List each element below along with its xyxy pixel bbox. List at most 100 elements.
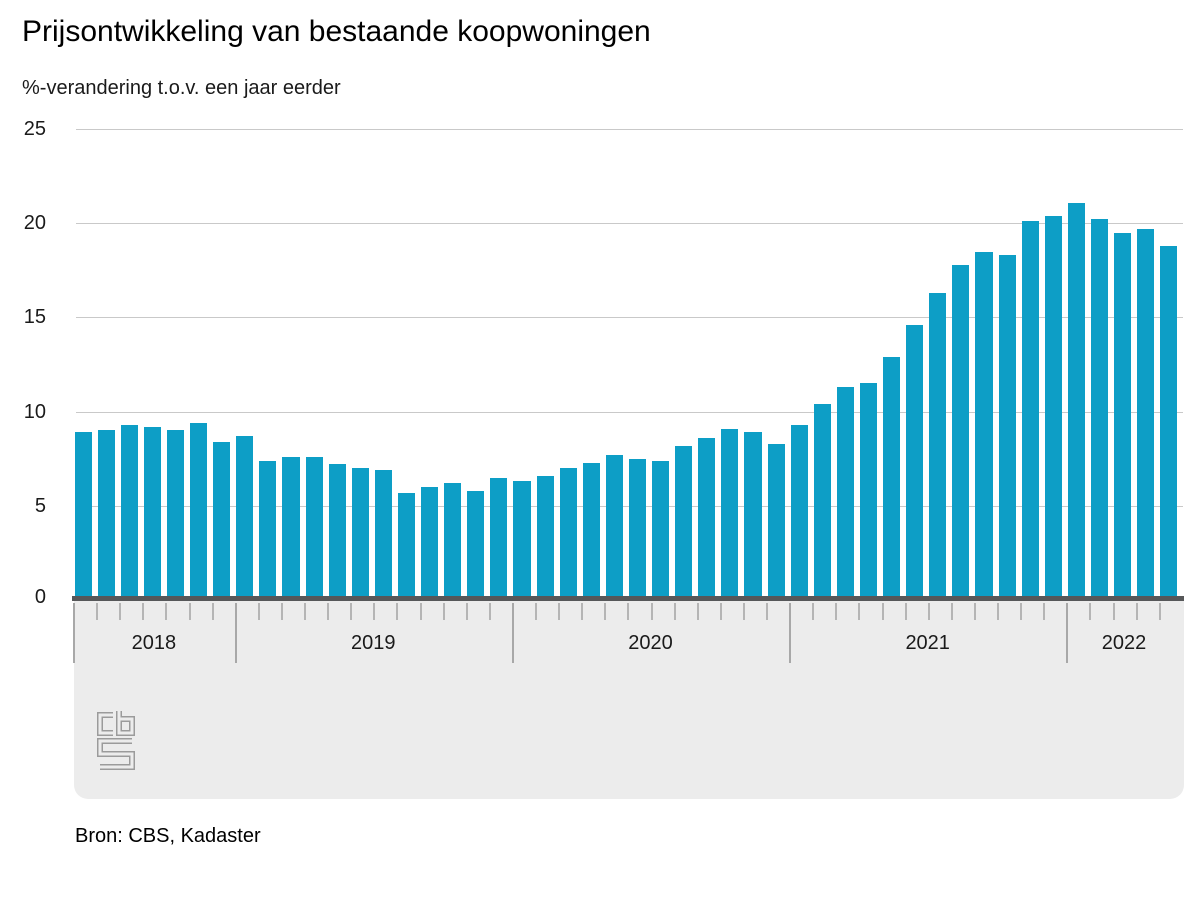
bar-2019-02 xyxy=(259,460,277,600)
bar-2022-04 xyxy=(1137,228,1155,600)
gridline-15 xyxy=(76,317,1183,319)
bar-2019-04 xyxy=(305,456,323,600)
bar-2021-03 xyxy=(836,387,854,600)
bar-2021-04 xyxy=(859,383,878,600)
y-axis-label-10: 10 xyxy=(23,400,46,423)
bar-2018-11 xyxy=(190,422,208,600)
month-tick xyxy=(627,603,630,620)
bar-2022-01 xyxy=(1067,202,1085,600)
month-tick xyxy=(488,603,491,620)
x-axis-year-label-2019: 2019 xyxy=(351,632,396,654)
month-tick xyxy=(673,603,676,620)
x-axis-year-label-2022: 2022 xyxy=(1101,632,1147,654)
month-tick xyxy=(211,603,214,620)
bar-2020-06 xyxy=(628,458,647,600)
month-tick xyxy=(1089,603,1092,620)
bar-2019-11 xyxy=(467,490,485,600)
bar-2019-08 xyxy=(397,492,416,600)
year-separator-tick xyxy=(511,603,514,663)
bar-2022-05 xyxy=(1160,245,1178,600)
month-tick xyxy=(1112,603,1115,620)
year-separator-tick xyxy=(73,603,75,663)
x-axis-band xyxy=(74,601,1184,799)
month-tick xyxy=(812,603,815,620)
month-tick xyxy=(997,603,999,620)
month-tick xyxy=(280,603,283,620)
cbs-logo xyxy=(97,711,135,770)
month-tick xyxy=(604,603,607,620)
bar-2020-08 xyxy=(675,445,693,600)
month-tick xyxy=(188,603,191,620)
bar-2021-07 xyxy=(929,292,947,600)
bar-2020-11 xyxy=(744,432,762,600)
year-separator-tick xyxy=(234,603,237,663)
chart-title: Prijsontwikkeling van bestaande koopwoni… xyxy=(22,15,651,48)
bar-2020-01 xyxy=(513,481,531,600)
x-axis-year-label-2020: 2020 xyxy=(628,632,673,654)
x-axis-year-label-2021: 2021 xyxy=(905,632,950,654)
gridline-20 xyxy=(76,223,1183,225)
bar-2021-05 xyxy=(883,357,901,600)
month-tick xyxy=(1043,603,1046,620)
bar-2021-11 xyxy=(1021,221,1039,600)
month-tick xyxy=(419,603,422,620)
month-tick xyxy=(973,603,976,620)
month-tick xyxy=(696,603,699,620)
month-tick xyxy=(327,603,330,620)
month-tick xyxy=(442,603,445,620)
bar-2021-09 xyxy=(975,251,993,600)
month-tick xyxy=(165,603,168,620)
chart-subtitle: %-verandering t.o.v. een jaar eerder xyxy=(22,77,341,99)
month-tick xyxy=(1135,603,1138,620)
bar-2020-07 xyxy=(652,460,670,600)
month-tick xyxy=(119,603,122,620)
bar-2018-06 xyxy=(74,432,92,600)
bar-2019-12 xyxy=(490,477,508,600)
bar-2019-03 xyxy=(282,456,300,600)
bar-2018-12 xyxy=(213,441,231,600)
month-tick xyxy=(881,603,884,620)
bar-2019-06 xyxy=(351,468,369,600)
bar-2022-03 xyxy=(1114,232,1132,600)
gridline-10 xyxy=(76,411,1183,413)
month-tick xyxy=(257,603,260,620)
x-axis-baseline xyxy=(72,596,1184,601)
y-axis-label-25: 25 xyxy=(23,118,46,140)
bar-2020-09 xyxy=(698,438,716,600)
month-tick xyxy=(304,603,306,620)
month-tick xyxy=(650,603,653,620)
month-tick xyxy=(858,603,861,620)
x-axis-year-label-2018: 2018 xyxy=(131,632,177,654)
month-tick xyxy=(742,603,745,620)
month-tick xyxy=(142,603,145,620)
bar-2019-07 xyxy=(374,470,392,600)
year-separator-tick xyxy=(789,603,792,663)
bar-2021-10 xyxy=(998,255,1016,600)
bar-2022-02 xyxy=(1090,219,1109,600)
bar-2021-06 xyxy=(906,324,924,600)
bar-2020-02 xyxy=(536,475,554,600)
bar-2019-05 xyxy=(328,464,346,600)
month-tick xyxy=(950,603,953,620)
bar-2020-05 xyxy=(605,454,623,600)
month-tick xyxy=(581,603,584,620)
y-axis-label-0: 0 xyxy=(34,586,46,608)
month-tick xyxy=(927,603,930,620)
bar-2021-01 xyxy=(790,424,808,600)
month-tick xyxy=(96,603,99,620)
y-axis-label-5: 5 xyxy=(34,494,46,517)
bar-2020-04 xyxy=(582,462,600,600)
month-tick xyxy=(766,603,768,620)
month-tick xyxy=(350,603,353,620)
bar-2018-10 xyxy=(166,430,185,600)
source-text: Bron: CBS, Kadaster xyxy=(75,825,261,847)
bar-2021-02 xyxy=(813,404,831,600)
bar-2019-01 xyxy=(236,436,254,600)
gridline-25 xyxy=(76,129,1183,130)
month-tick xyxy=(904,603,907,620)
bar-2021-08 xyxy=(952,264,970,600)
month-tick xyxy=(558,603,561,620)
month-tick xyxy=(719,603,722,620)
year-separator-tick xyxy=(1066,603,1069,663)
